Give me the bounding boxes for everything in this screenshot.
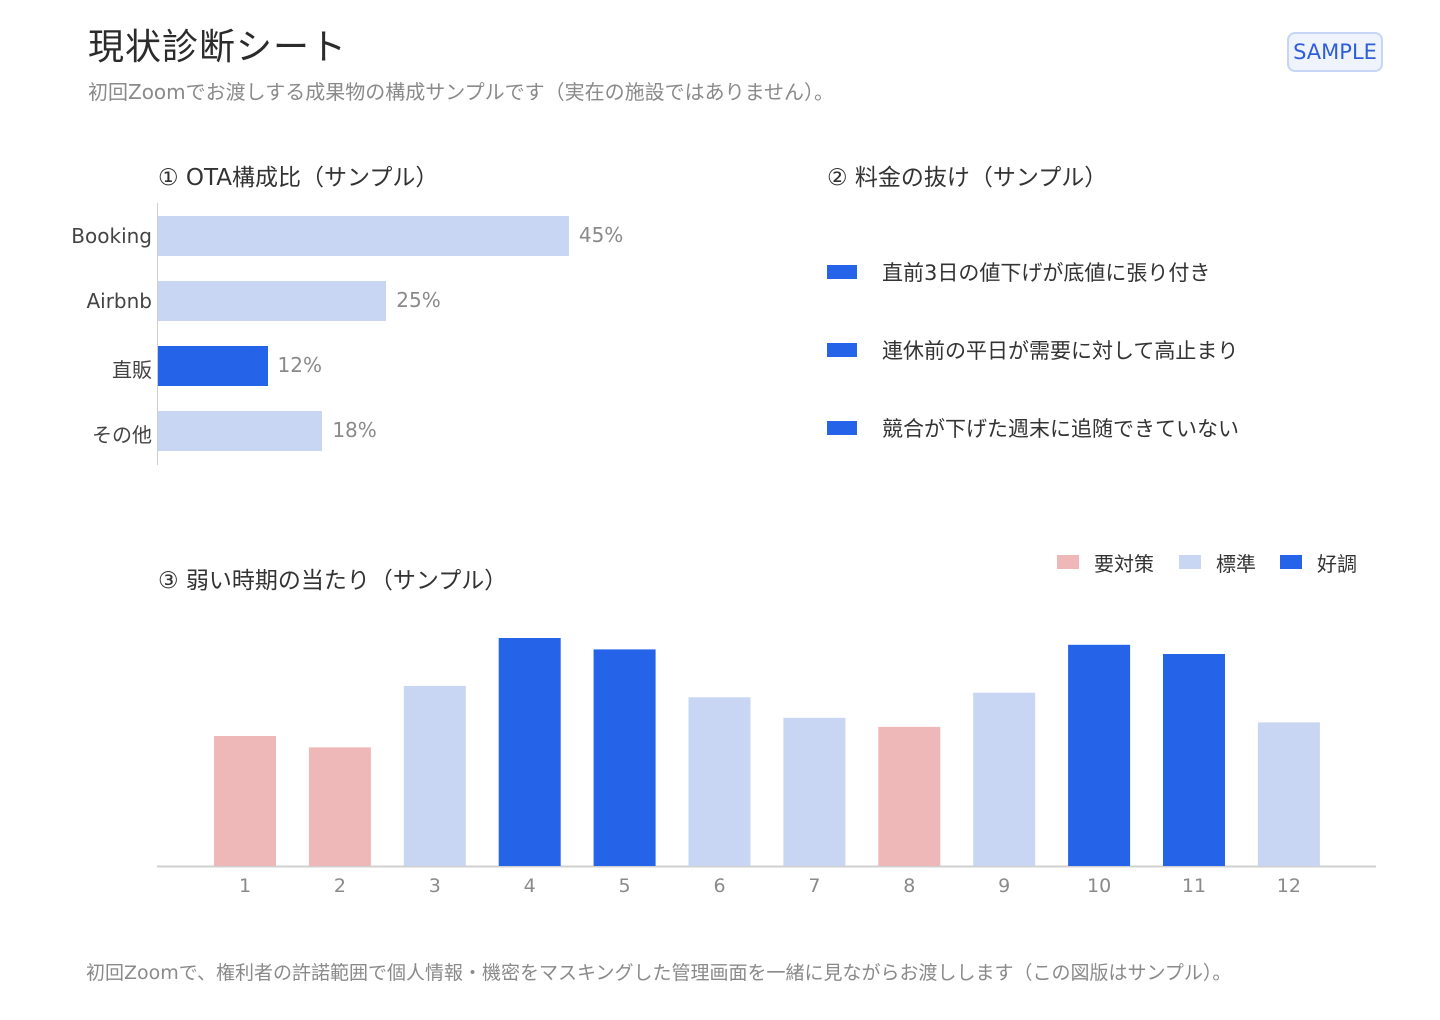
monthly-bar (1257, 722, 1320, 866)
finding-item: 直前3日の値下げが底値に張り付き (882, 261, 1211, 285)
monthly-tick-label: 11 (1182, 875, 1206, 897)
ota-value-label: 12% (277, 353, 322, 377)
ota-bar (158, 346, 268, 386)
legend-swatch (1057, 555, 1079, 569)
findings-title: ② 料金の抜け（サンプル） (827, 165, 1108, 191)
monthly-bar (973, 692, 1036, 866)
ota-bar (158, 411, 323, 451)
ota-category-label: その他 (92, 423, 152, 447)
ota-chart-title: ① OTA構成比（サンプル） (158, 165, 439, 191)
finding-marker (827, 265, 857, 279)
monthly-tick-label: 8 (903, 875, 915, 897)
ota-category-label: 直販 (112, 358, 152, 382)
finding-marker (827, 343, 857, 357)
page-title: 現状診断シート (88, 27, 348, 68)
monthly-tick-label: 4 (524, 875, 536, 897)
ota-bar (158, 216, 569, 256)
legend-swatch (1179, 555, 1201, 569)
monthly-bar (783, 717, 846, 866)
page-subtitle: 初回Zoomでお渡しする成果物の構成サンプルです（実在の施設ではありません）。 (88, 80, 835, 104)
monthly-chart-title: ③ 弱い時期の当たり（サンプル） (158, 568, 508, 594)
monthly-tick-label: 6 (713, 875, 725, 897)
page-footer: 初回Zoomで、権利者の許諾範囲で個人情報・機密をマスキングした管理画面を一緒に… (86, 962, 1232, 984)
ota-bar (158, 281, 387, 321)
finding-marker (827, 421, 857, 435)
monthly-tick-label: 10 (1087, 875, 1111, 897)
monthly-bar (878, 726, 941, 866)
monthly-tick-label: 7 (808, 875, 820, 897)
legend-swatch (1280, 555, 1302, 569)
ota-chart-axis (157, 203, 158, 465)
ota-value-label: 45% (578, 223, 624, 247)
sample-badge: SAMPLE (1287, 32, 1383, 72)
monthly-bar (498, 638, 561, 866)
monthly-tick-label: 12 (1277, 875, 1301, 897)
monthly-tick-label: 5 (619, 875, 631, 897)
monthly-bar (688, 697, 751, 866)
monthly-bar (308, 747, 371, 866)
ota-value-label: 18% (332, 418, 377, 442)
monthly-bar (1068, 644, 1131, 866)
legend-label: 好調 (1317, 552, 1357, 576)
legend-label: 要対策 (1094, 552, 1154, 576)
monthly-tick-label: 2 (334, 875, 346, 897)
monthly-tick-label: 1 (239, 875, 251, 897)
ota-category-label: Booking (71, 224, 152, 248)
finding-item: 連休前の平日が需要に対して高止まり (882, 339, 1239, 363)
ota-value-label: 25% (396, 288, 441, 312)
monthly-bar (214, 736, 276, 866)
monthly-tick-label: 3 (429, 875, 441, 897)
monthly-tick-label: 9 (998, 875, 1010, 897)
finding-item: 競合が下げた週末に追随できていない (882, 417, 1239, 441)
ota-category-label: Airbnb (86, 289, 152, 313)
monthly-bar (403, 685, 466, 866)
legend-label: 標準 (1216, 552, 1256, 576)
monthly-bar (593, 649, 656, 866)
monthly-bar (1163, 654, 1225, 866)
